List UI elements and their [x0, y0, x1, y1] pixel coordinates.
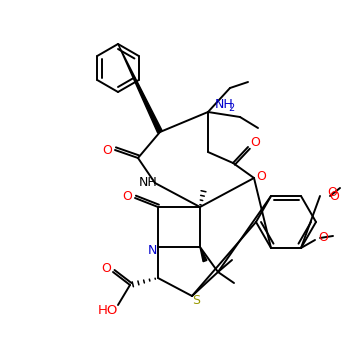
Text: O: O [327, 186, 337, 199]
Text: O: O [256, 170, 266, 183]
Text: HO: HO [98, 304, 118, 317]
Text: O: O [250, 135, 260, 149]
Text: O: O [101, 261, 111, 274]
Text: NH: NH [139, 175, 157, 189]
Text: O: O [122, 190, 132, 202]
Polygon shape [118, 44, 162, 133]
Text: NH: NH [215, 98, 234, 111]
Text: O: O [102, 143, 112, 157]
Polygon shape [200, 247, 207, 262]
Text: S: S [192, 293, 200, 306]
Text: N: N [147, 244, 157, 257]
Text: O: O [329, 190, 339, 202]
Text: 2: 2 [228, 103, 234, 113]
Text: O: O [318, 232, 328, 245]
